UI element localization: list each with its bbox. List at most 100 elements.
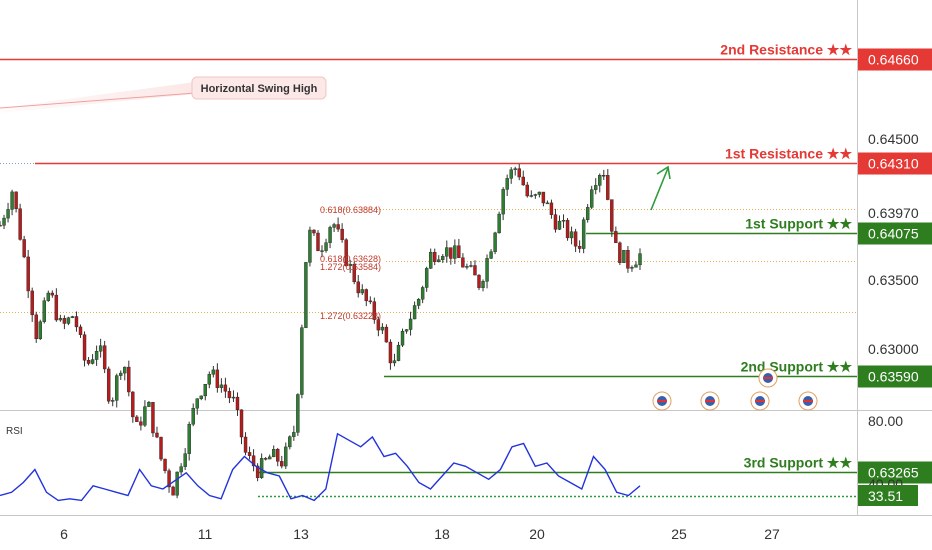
candle-body (94, 351, 99, 360)
level-name: 1st Resistance ★★ (725, 146, 852, 162)
event-flag-icon[interactable] (652, 391, 672, 411)
candle-body (247, 452, 252, 456)
candle-body (585, 207, 590, 220)
candle-body (50, 292, 55, 296)
candle-body (328, 227, 332, 243)
time-tick: 18 (434, 526, 450, 542)
candle-body (195, 398, 199, 409)
price-tick: 0.63500 (868, 272, 919, 288)
candle-body (610, 199, 614, 232)
candle-body (521, 176, 525, 186)
level-name: 3rd Support ★★ (744, 455, 853, 471)
candle-body (561, 220, 566, 222)
time-tick: 27 (764, 526, 780, 542)
candle-body (537, 191, 542, 195)
candle-body (187, 424, 191, 454)
candle-body (445, 247, 449, 257)
candle-body (565, 220, 570, 239)
candle-body (159, 436, 163, 460)
candle-body (235, 396, 240, 411)
candle-body (199, 395, 203, 399)
candle-body (26, 256, 30, 292)
candle-body (622, 250, 626, 263)
time-axis[interactable]: 6 11 13 18 20 25 27 (60, 526, 780, 542)
candle-body (348, 263, 352, 267)
candle-body (98, 345, 103, 352)
candle-body (473, 265, 477, 276)
candle-body (630, 267, 634, 269)
fib-618-lower: 0.618(0.63628) (320, 254, 381, 264)
event-flag-icon[interactable] (798, 391, 818, 411)
candle-body (489, 251, 493, 259)
event-flag-icon[interactable] (700, 391, 720, 411)
candle-body (211, 369, 216, 375)
candle-body (573, 231, 578, 247)
event-flag-icon[interactable] (750, 391, 770, 411)
candle-body (525, 184, 529, 197)
candle-body (171, 486, 175, 496)
candle-body (626, 250, 630, 269)
candle-body (223, 384, 228, 392)
rsi-pane[interactable] (0, 411, 857, 515)
candle-body (400, 330, 405, 346)
candle-body (368, 300, 373, 303)
candle-body (54, 294, 59, 321)
price-tag-value: 0.64660 (868, 52, 919, 68)
candle-body (501, 189, 505, 215)
candle-body (179, 466, 183, 473)
candle-body (147, 402, 151, 407)
candle-body (78, 326, 83, 335)
price-tick-partial: 0.63970 (868, 205, 919, 221)
candle-body (119, 372, 123, 376)
candle-body (219, 384, 224, 388)
fib-618-upper: 0.618(0.63884) (320, 205, 381, 215)
economic-events (652, 368, 818, 411)
candle-body (461, 257, 465, 268)
candle-body (545, 202, 550, 205)
price-tag-value: 0.63590 (868, 369, 919, 385)
candle-body (453, 245, 457, 259)
candle-body (634, 264, 638, 268)
candle-body (384, 326, 389, 343)
candle-body (284, 446, 288, 467)
candle-body (102, 345, 107, 370)
candle-body (589, 189, 594, 208)
candle-body (388, 341, 393, 364)
candle-body (416, 299, 421, 306)
price-axis[interactable]: 0.64500 0.63500 0.63000 0.63970 (868, 131, 919, 357)
swing-high-label-box (191, 76, 327, 100)
candle-body (344, 239, 348, 267)
level-name: 1st Support ★★ (745, 216, 852, 232)
candle-body (614, 231, 618, 244)
main-pane[interactable] (0, 0, 857, 410)
candle-body (606, 175, 610, 200)
candle-body (66, 317, 71, 324)
price-tag (858, 48, 932, 71)
candle-body (477, 274, 481, 288)
candle-body (151, 402, 155, 434)
candle-body (131, 391, 135, 418)
projection-arrow (650, 165, 671, 211)
price-tick: 0.64500 (868, 131, 919, 147)
rsi-value: 33.51 (868, 488, 903, 504)
candle-body (82, 334, 87, 361)
candle-body (437, 259, 441, 262)
candle-body (332, 224, 336, 228)
rsi-value-tag (858, 485, 918, 506)
candle-body (497, 213, 501, 234)
candle-body (288, 436, 292, 448)
price-tag-value: 0.63265 (868, 465, 919, 481)
event-flag-icon[interactable] (758, 368, 778, 388)
candle-body (638, 253, 642, 266)
candle-body (135, 416, 139, 422)
candle-body (433, 251, 437, 262)
candle-body (203, 384, 207, 397)
candle-body (557, 220, 562, 230)
candle-body (529, 195, 534, 197)
candle-body (263, 458, 268, 460)
time-tick: 25 (671, 526, 687, 542)
candle-body (155, 432, 159, 438)
candle-body (485, 258, 489, 282)
swing-high-wedge (0, 82, 195, 113)
candle-body (183, 453, 187, 467)
